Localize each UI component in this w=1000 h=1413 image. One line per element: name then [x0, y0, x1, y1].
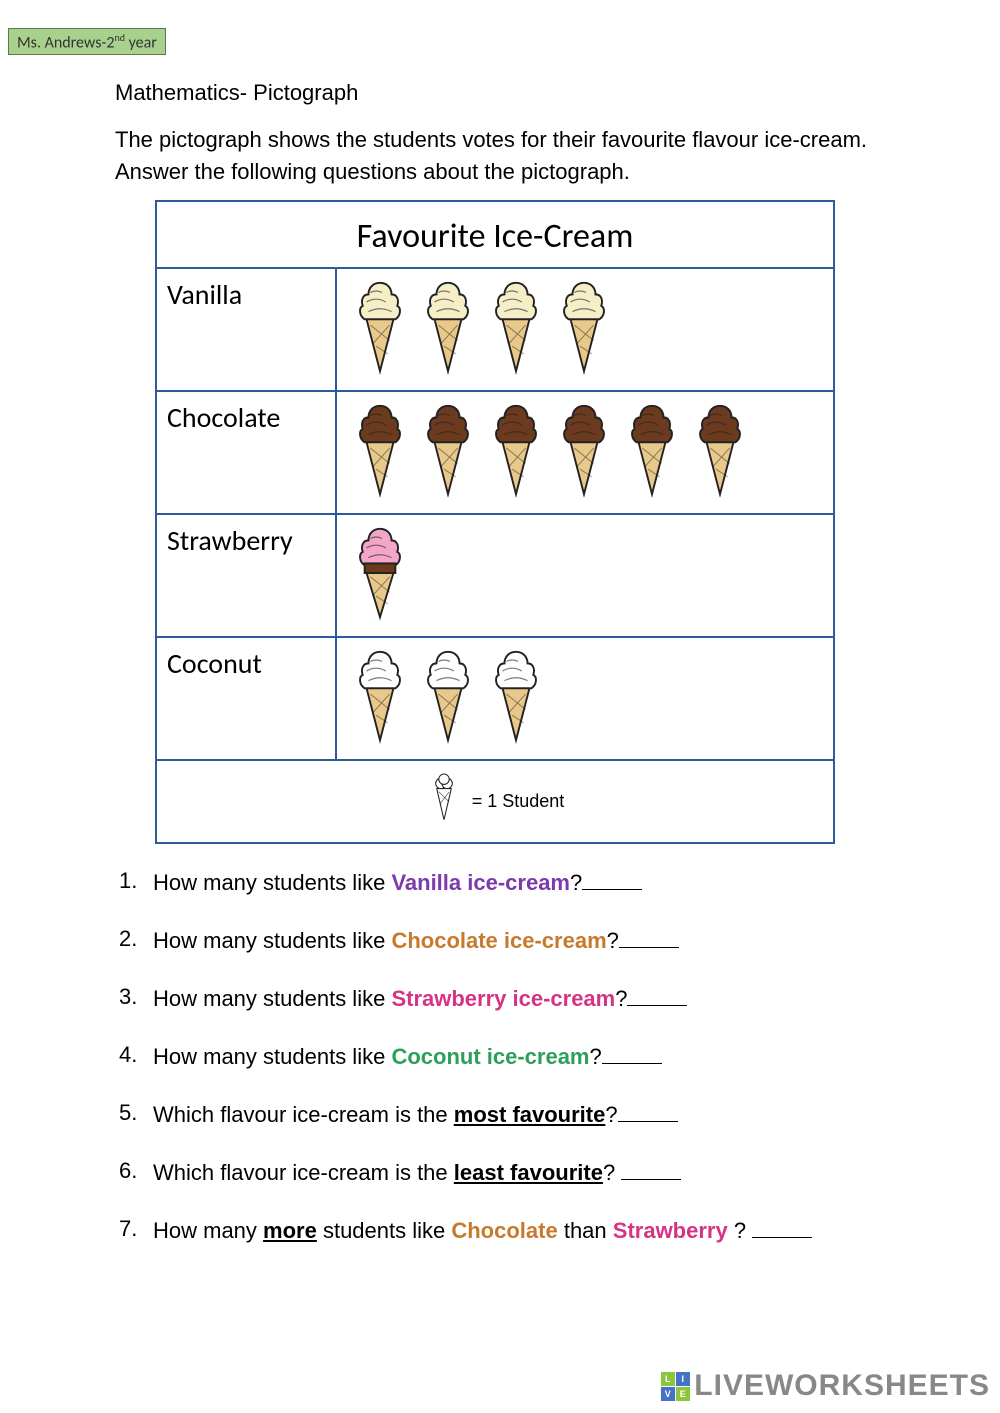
question-text: How many students like Vanilla ice-cream…: [153, 868, 885, 896]
teacher-tag: Ms. Andrews-2nd year: [8, 28, 166, 55]
question-number: 7.: [119, 1216, 153, 1244]
watermark-badge-icon: LI VE: [661, 1372, 690, 1401]
teacher-name: Ms. Andrews-2: [17, 33, 114, 52]
pictograph-table: Favourite Ice-Cream Vanilla Chocolate: [155, 200, 835, 844]
icecream-icon: [691, 402, 749, 498]
answer-blank[interactable]: [752, 1216, 812, 1238]
icecream-icon: [419, 648, 477, 744]
flavour-label: Strawberry: [157, 515, 337, 636]
question-item: 4.How many students like Coconut ice-cre…: [119, 1042, 885, 1070]
question-item: 1.How many students like Vanilla ice-cre…: [119, 868, 885, 896]
legend-text: = 1 Student: [472, 791, 565, 812]
answer-blank[interactable]: [627, 984, 687, 1006]
question-text: Which flavour ice-cream is the least fav…: [153, 1158, 885, 1186]
answer-blank[interactable]: [619, 926, 679, 948]
question-number: 2.: [119, 926, 153, 954]
table-row: Coconut: [157, 638, 833, 761]
intro-text: The pictograph shows the students votes …: [115, 124, 885, 188]
answer-blank[interactable]: [621, 1158, 681, 1180]
question-number: 4.: [119, 1042, 153, 1070]
question-text: How many more students like Chocolate th…: [153, 1216, 885, 1244]
question-number: 5.: [119, 1100, 153, 1128]
questions-list: 1.How many students like Vanilla ice-cre…: [115, 868, 885, 1244]
flavour-label: Chocolate: [157, 392, 337, 513]
question-item: 2.How many students like Chocolate ice-c…: [119, 926, 885, 954]
icecream-icon: [555, 279, 613, 375]
flavour-label: Vanilla: [157, 269, 337, 390]
table-row: Strawberry: [157, 515, 833, 638]
icecream-icon: [555, 402, 613, 498]
question-item: 5.Which flavour ice-cream is the most fa…: [119, 1100, 885, 1128]
worksheet-content: Mathematics- Pictograph The pictograph s…: [115, 80, 885, 1274]
question-number: 6.: [119, 1158, 153, 1186]
question-item: 3.How many students like Strawberry ice-…: [119, 984, 885, 1012]
table-row: Chocolate: [157, 392, 833, 515]
answer-blank[interactable]: [602, 1042, 662, 1064]
icecream-icon: [419, 279, 477, 375]
pictograph-legend: = 1 Student: [157, 761, 833, 842]
icecream-icon: [419, 402, 477, 498]
icecream-icon: [487, 402, 545, 498]
question-text: Which flavour ice-cream is the most favo…: [153, 1100, 885, 1128]
watermark: LI VE LIVEWORKSHEETS: [661, 1369, 990, 1403]
flavour-label: Coconut: [157, 638, 337, 759]
icecream-icon: [351, 648, 409, 744]
answer-blank[interactable]: [582, 868, 642, 890]
question-item: 6.Which flavour ice-cream is the least f…: [119, 1158, 885, 1186]
legend-icecream-icon: [426, 773, 462, 830]
pictograph-title: Favourite Ice-Cream: [157, 202, 833, 269]
answer-blank[interactable]: [618, 1100, 678, 1122]
watermark-text: LIVEWORKSHEETS: [694, 1369, 990, 1403]
teacher-suffix: nd: [114, 31, 125, 44]
flavour-icons: [337, 392, 833, 513]
icecream-icon: [351, 402, 409, 498]
question-item: 7.How many more students like Chocolate …: [119, 1216, 885, 1244]
table-row: Vanilla: [157, 269, 833, 392]
flavour-icons: [337, 638, 833, 759]
question-text: How many students like Strawberry ice-cr…: [153, 984, 885, 1012]
flavour-icons: [337, 515, 833, 636]
icecream-icon: [351, 279, 409, 375]
flavour-icons: [337, 269, 833, 390]
question-number: 3.: [119, 984, 153, 1012]
question-number: 1.: [119, 868, 153, 896]
subject-title: Mathematics- Pictograph: [115, 80, 885, 106]
teacher-tail: year: [125, 33, 157, 52]
question-text: How many students like Chocolate ice-cre…: [153, 926, 885, 954]
icecream-icon: [487, 648, 545, 744]
question-text: How many students like Coconut ice-cream…: [153, 1042, 885, 1070]
icecream-icon: [623, 402, 681, 498]
icecream-icon: [351, 525, 409, 621]
icecream-icon: [487, 279, 545, 375]
